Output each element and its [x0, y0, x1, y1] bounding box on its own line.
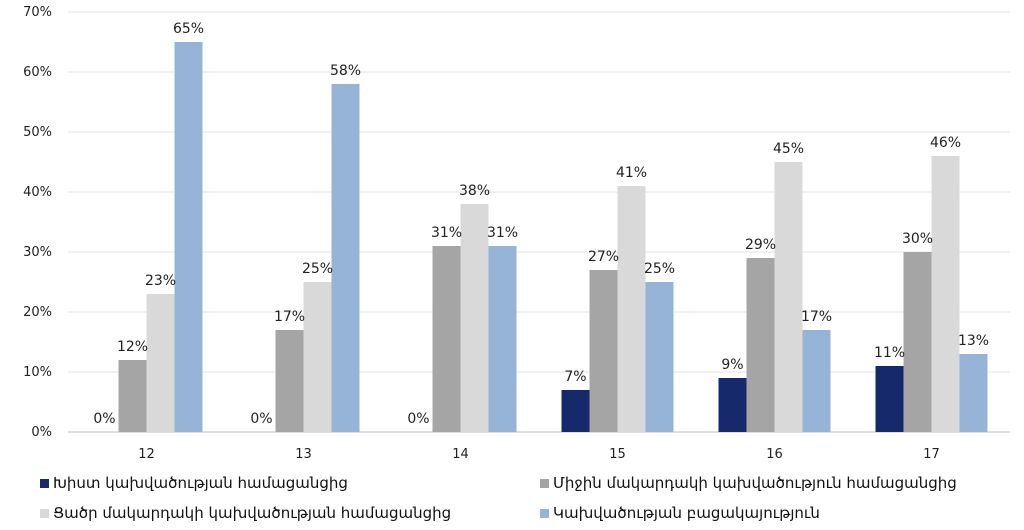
- bar: [331, 84, 360, 432]
- y-tick-label: 70%: [23, 5, 52, 20]
- bar: [118, 360, 147, 432]
- legend-swatch: [540, 478, 549, 488]
- legend-item-severe: Խիստ կախվածության համացանցից: [40, 474, 348, 492]
- bars: [118, 42, 988, 432]
- bar: [802, 330, 831, 432]
- bar: [589, 270, 618, 432]
- bar: [903, 252, 932, 432]
- legend-swatch: [40, 508, 49, 518]
- x-tick-label: 13: [295, 447, 312, 462]
- bar: [488, 246, 517, 432]
- data-label: 31%: [487, 225, 518, 241]
- legend-label: Միջին մակարդակի կախվածություն համացանցից: [553, 474, 957, 492]
- data-label: 0%: [250, 411, 272, 427]
- x-tick-label: 14: [452, 447, 469, 462]
- y-tick-label: 10%: [23, 365, 52, 380]
- legend-swatch: [540, 508, 549, 518]
- bar: [303, 282, 332, 432]
- bar: [174, 42, 203, 432]
- data-label: 65%: [173, 21, 204, 37]
- y-tick-label: 20%: [23, 305, 52, 320]
- y-tick-label: 0%: [31, 425, 52, 440]
- data-label: 9%: [721, 357, 743, 373]
- bar: [645, 282, 674, 432]
- bar: [875, 366, 904, 432]
- data-label: 0%: [93, 411, 115, 427]
- legend-item-none: Կախվածության բացակայություն: [540, 504, 820, 522]
- data-label: 27%: [588, 249, 619, 265]
- x-tick-label: 17: [923, 447, 940, 462]
- bar: [617, 186, 646, 432]
- y-tick-label: 60%: [23, 65, 52, 80]
- legend-label: Ցածր մակարդակի կախվածության համացանցից: [53, 504, 452, 522]
- bar: [146, 294, 175, 432]
- legend-item-medium: Միջին մակարդակի կախվածություն համացանցից: [540, 474, 957, 492]
- y-axis-ticks: 0% 10% 20% 30% 40% 50% 60% 70%: [23, 5, 52, 440]
- data-label: 7%: [564, 369, 586, 385]
- x-tick-label: 16: [766, 447, 783, 462]
- data-label: 25%: [302, 261, 333, 277]
- x-tick-label: 12: [138, 447, 155, 462]
- data-label: 25%: [644, 261, 675, 277]
- data-label: 30%: [902, 231, 933, 247]
- x-tick-label: 15: [609, 447, 626, 462]
- bar: [959, 354, 988, 432]
- bar: [774, 162, 803, 432]
- bar-chart: 0% 10% 20% 30% 40% 50% 60% 70% 0% 12% 23% 65% 0% 17%…: [23, 5, 1010, 462]
- legend-item-low: Ցածր մակարդակի կախվածության համացանցից: [40, 504, 451, 522]
- bar: [561, 390, 590, 432]
- x-axis-ticks: 12 13 14 15 16 17: [138, 447, 940, 462]
- bar: [718, 378, 747, 432]
- data-label: 38%: [459, 183, 490, 199]
- data-label: 12%: [117, 339, 148, 355]
- y-tick-label: 50%: [23, 125, 52, 140]
- data-label: 31%: [431, 225, 462, 241]
- y-tick-label: 40%: [23, 185, 52, 200]
- legend-swatch: [40, 478, 49, 488]
- data-label: 11%: [874, 345, 905, 361]
- data-label: 13%: [958, 333, 989, 349]
- bar: [460, 204, 489, 432]
- data-label: 29%: [745, 237, 776, 253]
- bar: [432, 246, 461, 432]
- data-label: 17%: [801, 309, 832, 325]
- data-label: 23%: [145, 273, 176, 289]
- data-label: 0%: [407, 411, 429, 427]
- data-labels: 0% 12% 23% 65% 0% 17% 25% 58% 0% 31% 38% 31% 7% 27% 41…: [93, 21, 989, 427]
- bar: [746, 258, 775, 432]
- legend-label: Կախվածության բացակայություն: [553, 504, 820, 522]
- data-label: 58%: [330, 63, 361, 79]
- gridlines: [68, 11, 1010, 433]
- bar: [275, 330, 304, 432]
- data-label: 45%: [773, 141, 804, 157]
- y-tick-label: 30%: [23, 245, 52, 260]
- legend-label: Խիստ կախվածության համացանցից: [53, 474, 348, 492]
- data-label: 17%: [274, 309, 305, 325]
- bar: [931, 156, 960, 432]
- data-label: 41%: [616, 165, 647, 181]
- data-label: 46%: [930, 135, 961, 151]
